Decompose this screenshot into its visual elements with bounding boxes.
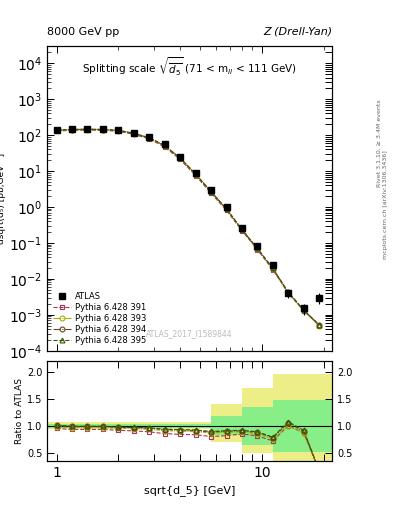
X-axis label: sqrt{d_5} [GeV]: sqrt{d_5} [GeV]	[144, 485, 235, 496]
Text: ATLAS_2017_I1589844: ATLAS_2017_I1589844	[146, 330, 233, 338]
Text: Z (Drell-Yan): Z (Drell-Yan)	[263, 27, 332, 37]
Text: mcplots.cern.ch [arXiv:1306.3436]: mcplots.cern.ch [arXiv:1306.3436]	[383, 151, 387, 259]
Legend: ATLAS, Pythia 6.428 391, Pythia 6.428 393, Pythia 6.428 394, Pythia 6.428 395: ATLAS, Pythia 6.428 391, Pythia 6.428 39…	[51, 290, 148, 347]
Y-axis label: Ratio to ATLAS: Ratio to ATLAS	[15, 378, 24, 444]
Text: Splitting scale $\sqrt{\overline{d_5}}$ (71 < m$_{ll}$ < 111 GeV): Splitting scale $\sqrt{\overline{d_5}}$ …	[82, 55, 297, 78]
Text: 8000 GeV pp: 8000 GeV pp	[47, 27, 119, 37]
Y-axis label: dσ
dsqrt(d̅₅) [pb,GeV⁻¹]: dσ dsqrt(d̅₅) [pb,GeV⁻¹]	[0, 153, 6, 244]
Text: Rivet 3.1.10, ≥ 3.4M events: Rivet 3.1.10, ≥ 3.4M events	[377, 99, 382, 187]
